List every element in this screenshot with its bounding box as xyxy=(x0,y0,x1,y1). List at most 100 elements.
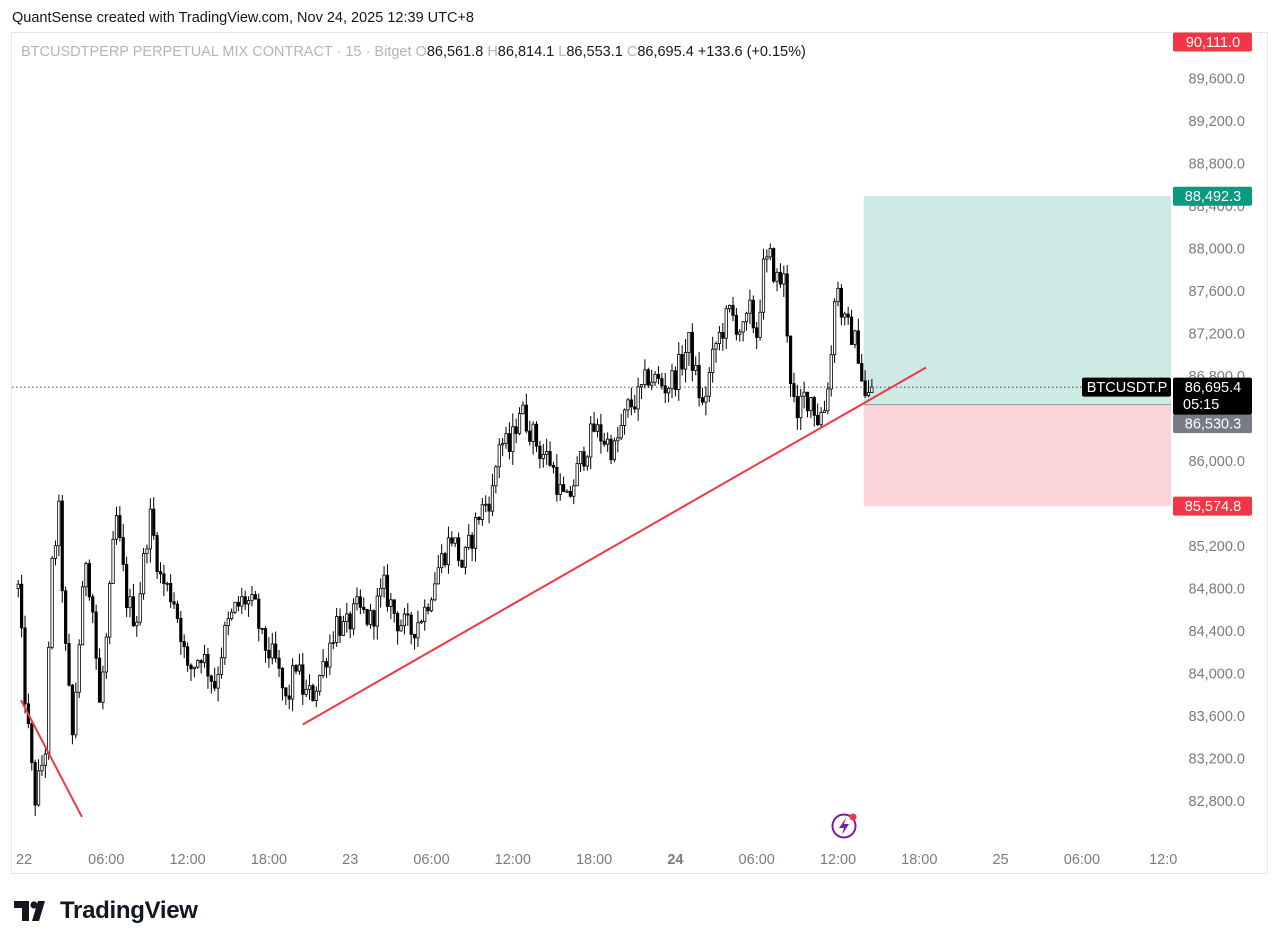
candle xyxy=(128,588,132,618)
candle-body xyxy=(162,573,166,584)
candle-body xyxy=(826,388,830,412)
candle-body xyxy=(382,574,386,589)
candle-body xyxy=(396,612,400,632)
candle-body xyxy=(148,508,152,550)
candle-body xyxy=(717,331,722,344)
candle-body xyxy=(619,425,623,439)
candle-body xyxy=(626,399,630,411)
candle xyxy=(138,581,142,626)
legend-low: 86,553.1 xyxy=(566,44,626,60)
candle-body xyxy=(291,665,295,700)
candle xyxy=(663,372,667,403)
candle-body xyxy=(748,299,752,314)
candle-body xyxy=(778,271,783,285)
candle-body xyxy=(412,633,417,639)
candle-body xyxy=(216,674,220,689)
x-tick-label: 18:00 xyxy=(576,852,612,868)
candle-body xyxy=(450,537,454,544)
candle-body xyxy=(226,618,230,626)
candle-body xyxy=(423,606,427,623)
candle xyxy=(836,281,840,307)
candle-body xyxy=(528,430,532,442)
candle-body xyxy=(456,537,461,561)
candle-body xyxy=(521,404,525,415)
candle xyxy=(839,284,843,326)
candle xyxy=(182,634,186,659)
candle-body xyxy=(860,363,864,382)
candle xyxy=(484,495,488,513)
candle xyxy=(202,644,207,668)
candle-body xyxy=(426,606,430,612)
candle-body xyxy=(301,664,305,695)
candle-body xyxy=(23,627,27,705)
y-tick-label: 84,400.0 xyxy=(1189,624,1245,640)
candle xyxy=(866,380,871,398)
candle-body xyxy=(765,256,769,260)
candle xyxy=(497,438,501,479)
candle-body xyxy=(551,464,556,468)
candle xyxy=(368,603,373,629)
candle xyxy=(653,371,657,387)
candle xyxy=(324,658,329,678)
candle xyxy=(694,356,698,376)
candle xyxy=(291,658,295,712)
candle xyxy=(40,755,44,776)
candle xyxy=(788,335,793,398)
candle xyxy=(528,420,532,446)
candle xyxy=(795,384,799,430)
candle xyxy=(717,325,722,351)
candle xyxy=(406,603,410,626)
candle-body xyxy=(314,690,318,701)
candle xyxy=(60,495,64,603)
candle xyxy=(345,602,349,633)
candle xyxy=(741,321,745,342)
candle xyxy=(53,540,58,566)
legend-open: 86,561.8 xyxy=(427,44,487,60)
candle xyxy=(121,523,125,572)
candle-body xyxy=(67,643,71,686)
candle xyxy=(805,391,810,418)
candle xyxy=(565,489,569,493)
candle-body xyxy=(416,622,420,639)
candle-body xyxy=(270,643,274,659)
candle xyxy=(162,564,166,597)
candle xyxy=(677,342,681,401)
candle xyxy=(223,621,227,665)
candle xyxy=(843,311,847,326)
candle xyxy=(230,608,234,621)
candle-body xyxy=(223,625,227,659)
candle-body xyxy=(714,343,718,350)
candle-body xyxy=(155,535,159,573)
candle-body xyxy=(755,327,759,338)
candle-body xyxy=(121,537,125,565)
candle xyxy=(216,666,220,702)
candle-body xyxy=(128,596,132,609)
candle xyxy=(772,247,776,284)
bar-countdown: 05:15 xyxy=(1183,397,1219,413)
candle-body xyxy=(199,660,203,664)
candle xyxy=(70,683,75,745)
candle xyxy=(687,331,691,366)
candle xyxy=(758,299,762,341)
svg-text:90,111.0: 90,111.0 xyxy=(1186,35,1240,51)
candle-body xyxy=(165,583,169,585)
candle xyxy=(274,631,278,663)
candle-body xyxy=(578,451,583,465)
candle xyxy=(846,306,850,325)
candle xyxy=(826,382,830,415)
candle xyxy=(473,512,478,562)
candle xyxy=(80,580,85,646)
x-tick-label: 22 xyxy=(16,852,32,868)
candle-body xyxy=(538,445,542,459)
candle-body xyxy=(606,438,610,445)
candle xyxy=(358,589,362,615)
candle-body xyxy=(335,616,339,643)
candle xyxy=(209,674,213,694)
y-tick-label: 88,800.0 xyxy=(1189,157,1245,173)
candle-body xyxy=(97,657,102,703)
candle xyxy=(67,633,71,687)
candle-body xyxy=(833,301,837,356)
candle-body xyxy=(541,453,545,459)
candle xyxy=(385,564,390,612)
